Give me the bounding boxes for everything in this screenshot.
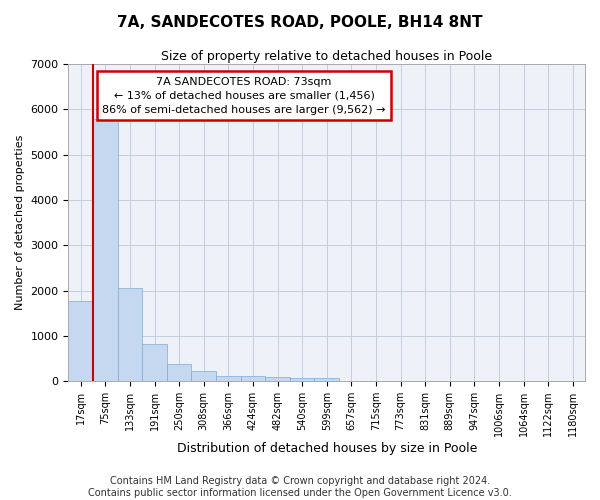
Bar — [265, 377, 290, 381]
Bar — [216, 376, 241, 381]
Text: 7A SANDECOTES ROAD: 73sqm
← 13% of detached houses are smaller (1,456)
86% of se: 7A SANDECOTES ROAD: 73sqm ← 13% of detac… — [102, 77, 386, 115]
Bar — [118, 288, 142, 381]
Y-axis label: Number of detached properties: Number of detached properties — [15, 135, 25, 310]
X-axis label: Distribution of detached houses by size in Poole: Distribution of detached houses by size … — [176, 442, 477, 455]
Bar — [142, 344, 167, 381]
Bar — [167, 364, 191, 381]
Bar — [93, 120, 118, 381]
Bar — [314, 378, 339, 381]
Text: Contains HM Land Registry data © Crown copyright and database right 2024.
Contai: Contains HM Land Registry data © Crown c… — [88, 476, 512, 498]
Bar — [290, 378, 314, 381]
Text: 7A, SANDECOTES ROAD, POOLE, BH14 8NT: 7A, SANDECOTES ROAD, POOLE, BH14 8NT — [117, 15, 483, 30]
Bar — [68, 300, 93, 381]
Title: Size of property relative to detached houses in Poole: Size of property relative to detached ho… — [161, 50, 492, 63]
Bar — [191, 371, 216, 381]
Bar — [241, 376, 265, 381]
